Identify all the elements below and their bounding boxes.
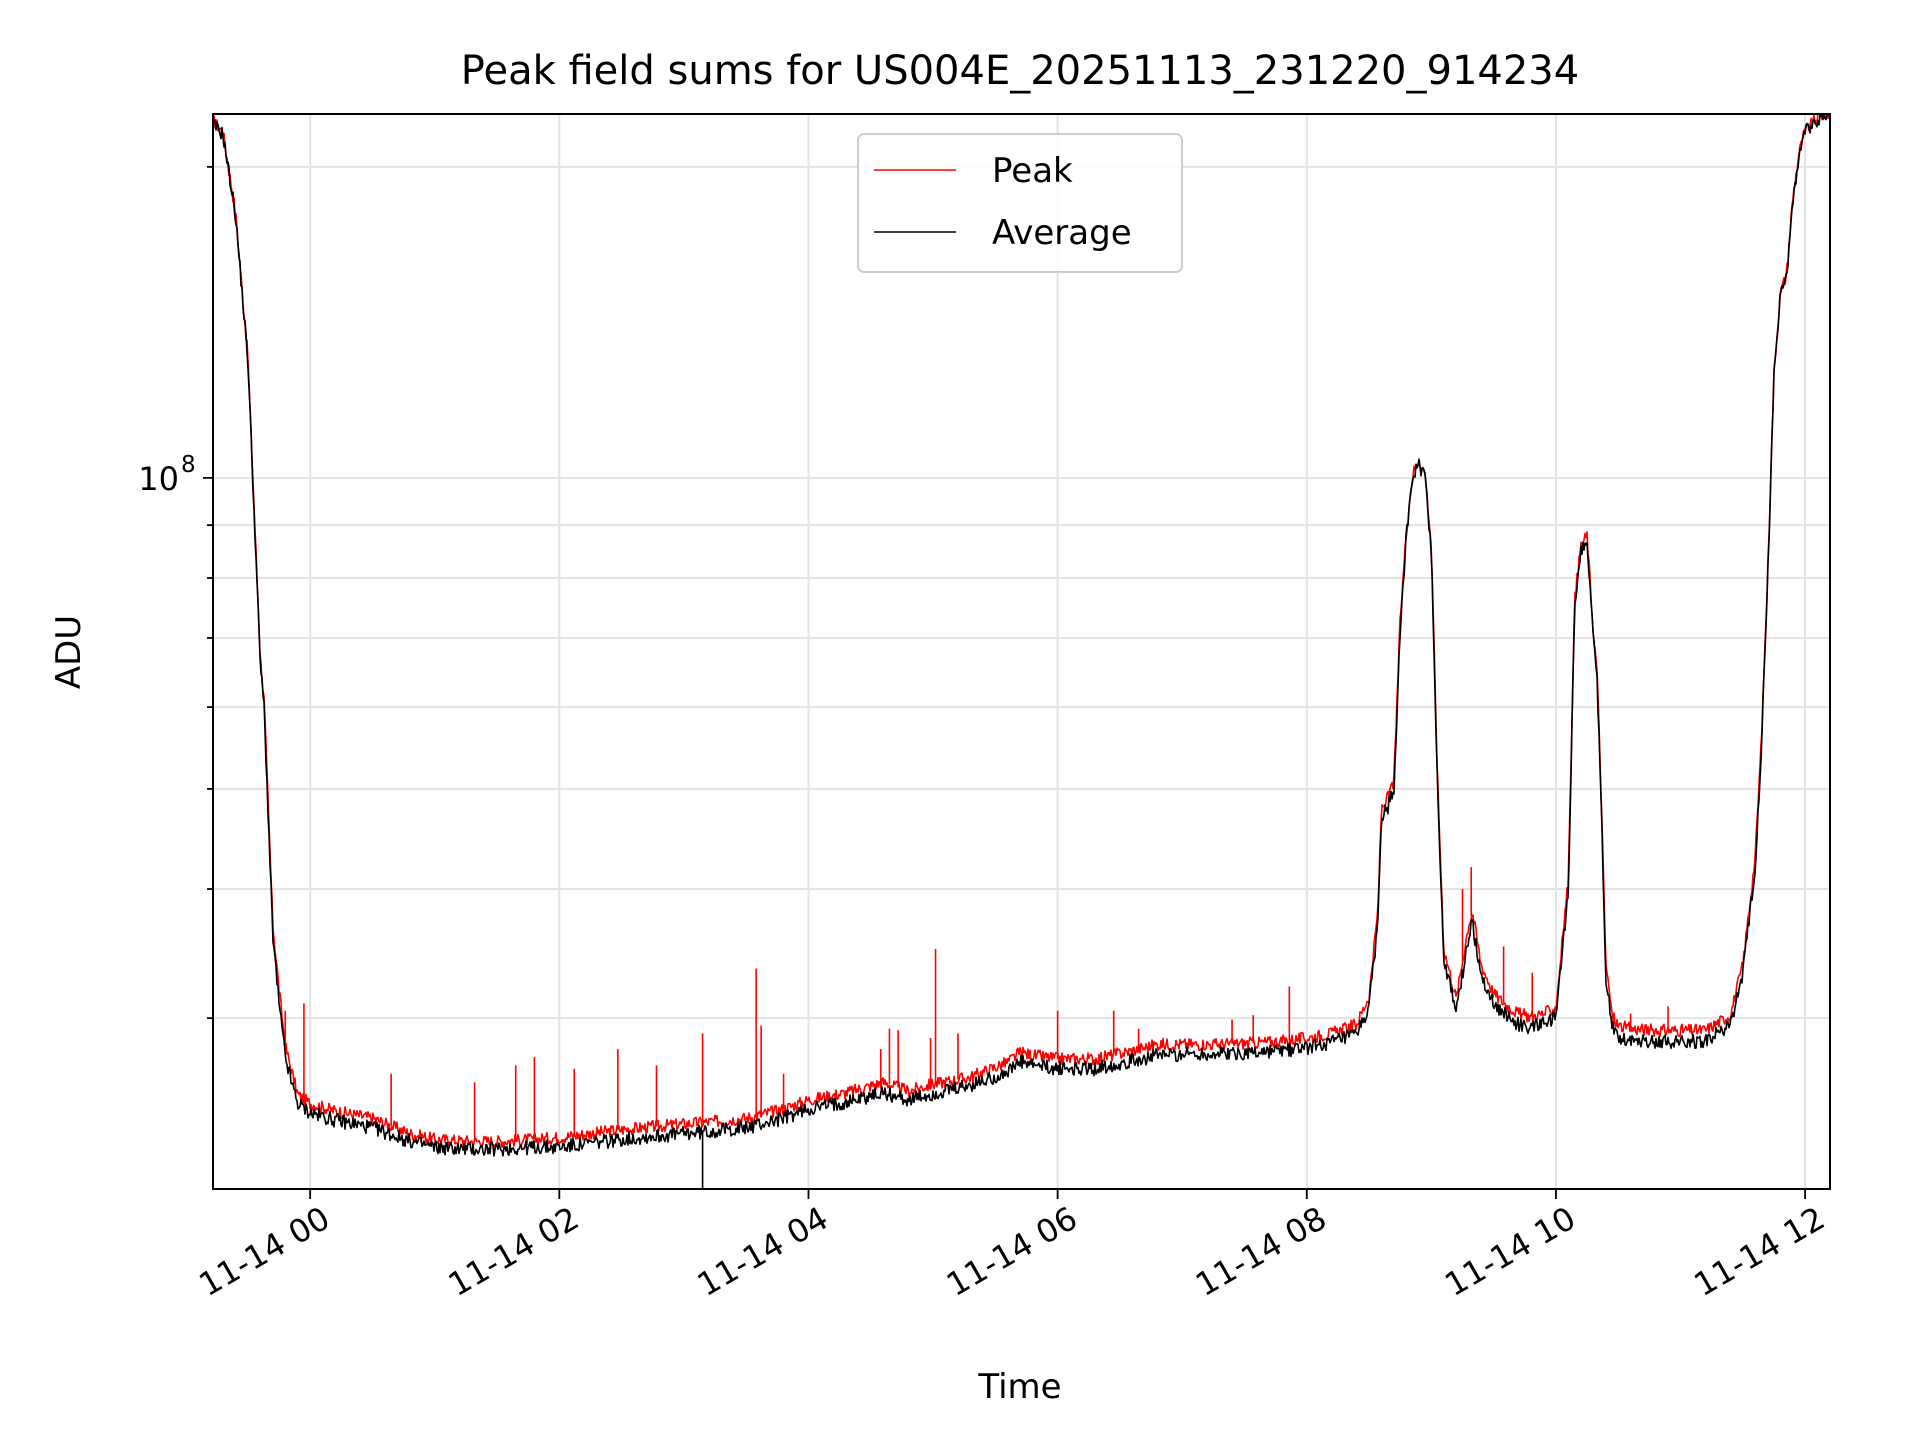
y-tick-exponent: 8 bbox=[181, 452, 196, 478]
y-axis: 10 8 bbox=[138, 165, 213, 1020]
legend-label-peak: Peak bbox=[992, 151, 1073, 191]
plot-frame bbox=[212, 113, 1831, 1190]
y-axis-label: ADU bbox=[49, 615, 89, 689]
grid bbox=[213, 114, 1830, 1189]
legend-label-average: Average bbox=[992, 213, 1132, 253]
y-tick-label: 10 bbox=[138, 460, 179, 498]
x-axis-label: Time bbox=[977, 1367, 1061, 1407]
peak-spikes bbox=[284, 867, 1669, 1142]
chart-title: Peak field sums for US004E_20251113_2312… bbox=[461, 48, 1579, 94]
series-line-average bbox=[213, 114, 1830, 1157]
legend: Peak Average bbox=[857, 133, 1183, 273]
legend-box bbox=[857, 133, 1183, 273]
